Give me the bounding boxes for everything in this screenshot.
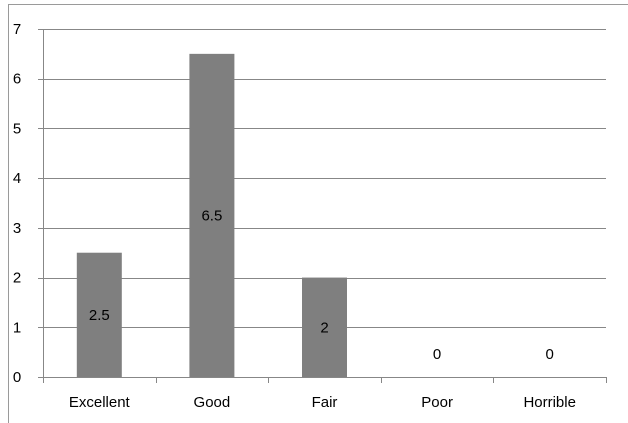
y-tick-label: 1 <box>13 319 21 336</box>
chart-border <box>8 4 628 423</box>
y-tick-label: 4 <box>13 170 21 187</box>
x-tick-label: Horrible <box>523 394 576 411</box>
data-label: 0 <box>546 346 554 363</box>
x-tick-label: Good <box>194 394 231 411</box>
y-tick-label: 6 <box>13 71 21 88</box>
x-tick-label: Fair <box>312 394 338 411</box>
axes <box>43 29 606 378</box>
y-tick-label: 7 <box>13 21 21 38</box>
x-tick-label: Poor <box>421 394 453 411</box>
data-label: 2.5 <box>89 307 110 324</box>
bar-good <box>189 53 235 377</box>
x-tick-label: Excellent <box>69 394 131 411</box>
data-labels: 2.5 6.5 2 0 0 <box>89 207 554 363</box>
bar-fair <box>302 277 347 377</box>
data-label: 2 <box>320 319 328 336</box>
x-tick-labels: Excellent Good Fair Poor Horrible <box>43 377 607 411</box>
y-tick-labels: 0 1 2 3 4 5 6 7 <box>13 21 21 386</box>
bar-excellent <box>76 252 122 377</box>
bars <box>76 53 347 377</box>
y-tick-label: 3 <box>13 220 21 237</box>
y-tick-label: 2 <box>13 270 21 287</box>
y-tick-label: 0 <box>13 369 21 386</box>
data-label: 6.5 <box>201 207 222 224</box>
y-tick-label: 5 <box>13 120 21 137</box>
data-label: 0 <box>433 346 441 363</box>
